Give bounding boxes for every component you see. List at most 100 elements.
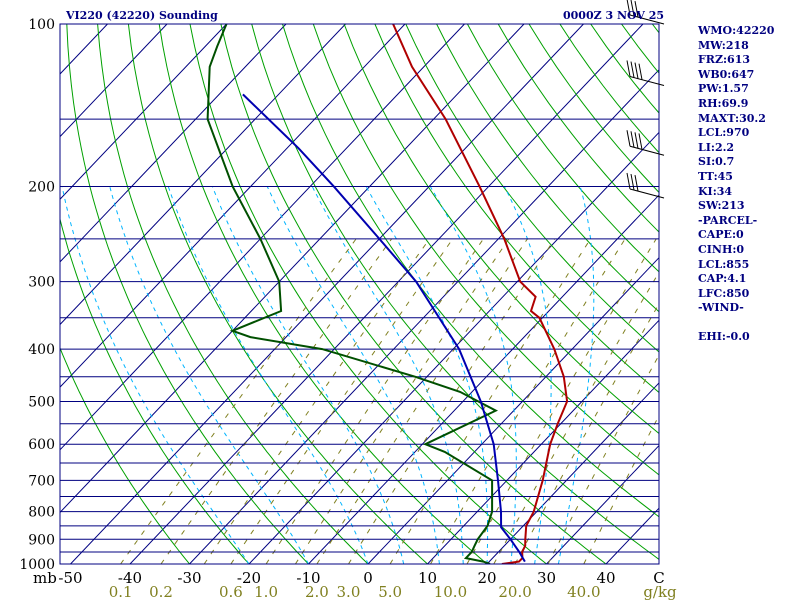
pressure-tick-label: 800 bbox=[28, 505, 55, 521]
wind-barb-flag bbox=[626, 60, 631, 77]
parcel-trace bbox=[242, 93, 526, 563]
pressure-tick-label: 700 bbox=[28, 473, 55, 489]
wind-barb-flag bbox=[630, 173, 635, 191]
mixing-ratio-line bbox=[583, 414, 659, 564]
wind-barb-flag bbox=[638, 63, 643, 80]
station-title: VI220 (42220) Sounding bbox=[66, 9, 218, 22]
pressure-tick-label: 400 bbox=[28, 342, 55, 358]
isotherm bbox=[308, 194, 659, 564]
moist-adiabat bbox=[61, 186, 250, 564]
index-si: SI:0.7 bbox=[698, 155, 735, 169]
mixing-ratio-line bbox=[294, 238, 510, 564]
index-cinh: CINH:0 bbox=[698, 242, 745, 256]
index-rh: RH:69.9 bbox=[698, 96, 749, 110]
index-ehi: EHI:-0.0 bbox=[698, 330, 750, 344]
moist-adiabat bbox=[167, 186, 369, 564]
index-frz: FRZ:613 bbox=[698, 53, 751, 67]
index-wmo: WMO:42220 bbox=[698, 24, 775, 37]
temperature-tick-label: 0 bbox=[363, 569, 373, 587]
mixing-ratio-line bbox=[389, 238, 591, 564]
mixing-ratio-tick-label: 40.0 bbox=[567, 583, 600, 600]
pressure-tick-label: 100 bbox=[28, 17, 55, 33]
diagram-area bbox=[60, 24, 659, 564]
wind-barb-flag bbox=[634, 175, 639, 192]
isotherm bbox=[129, 24, 644, 564]
isotherm bbox=[60, 24, 346, 326]
wind-barb-staff bbox=[629, 145, 665, 156]
temperature-tick-label: -40 bbox=[118, 569, 142, 587]
pressure-tick-label: 600 bbox=[28, 437, 55, 453]
wind-barb bbox=[626, 130, 665, 156]
isotherm bbox=[60, 24, 465, 451]
temperature-tick-label: 20 bbox=[477, 569, 496, 587]
index-lcl: LCL:855 bbox=[698, 257, 750, 271]
mixing-ratio-tick-label: 3.0 bbox=[337, 583, 361, 600]
wind-barb-flag bbox=[626, 172, 631, 190]
temperature-tick-label: 10 bbox=[418, 569, 437, 587]
pressure-tick-label: 300 bbox=[28, 275, 55, 291]
isotherm bbox=[60, 24, 287, 263]
mixing-ratio-line bbox=[316, 238, 528, 564]
index-mw: MW:218 bbox=[698, 38, 749, 52]
index-spacer bbox=[698, 316, 774, 331]
mixing-ratio-line bbox=[160, 238, 393, 564]
temperature-tick-label: -20 bbox=[237, 569, 261, 587]
mixing-ratio-line bbox=[120, 238, 357, 564]
wind-barb-flag bbox=[634, 132, 639, 149]
observation-time: 0000Z 3 NOV 25 bbox=[563, 9, 665, 22]
wind-barb-flag bbox=[634, 1, 639, 18]
mixing-ratio-unit-label: g/kg bbox=[643, 583, 677, 600]
index-pw: PW:1.57 bbox=[698, 82, 749, 96]
isotherm bbox=[60, 24, 227, 200]
index-cap: CAP:4.1 bbox=[698, 272, 747, 286]
wind-barb bbox=[626, 0, 665, 25]
isotherm bbox=[248, 131, 659, 564]
wind-barb-flag bbox=[634, 62, 639, 79]
index-tt: TT:45 bbox=[698, 169, 733, 183]
wind-barb bbox=[626, 60, 665, 87]
isotherm bbox=[427, 319, 659, 564]
index-wind: -WIND- bbox=[698, 301, 744, 315]
wind-barb-staff bbox=[629, 14, 665, 25]
index-li: LI:2.2 bbox=[698, 140, 735, 154]
pressure-tick-label: 1000 bbox=[19, 557, 55, 573]
wind-barb-flag bbox=[638, 133, 643, 150]
dry-adiabat bbox=[251, 24, 659, 560]
index-wb0: WB0:647 bbox=[698, 67, 755, 81]
temperature-trace bbox=[392, 24, 569, 564]
mixing-ratio-tick-label: 10.0 bbox=[434, 583, 467, 600]
isotherm bbox=[546, 444, 659, 564]
diagram-frame bbox=[59, 23, 660, 565]
mixing-ratio-tick-label: 0.2 bbox=[149, 583, 173, 600]
stability-indices: WMO:42220 MW:218 FRZ:613 WB0:647 PW:1.57 RH:6… bbox=[698, 24, 774, 345]
pressure-tick-label: 200 bbox=[28, 180, 55, 196]
mixing-ratio-tick-label: 0.1 bbox=[109, 583, 133, 600]
wind-barb-flag bbox=[630, 131, 635, 148]
temperature-tick-label: 30 bbox=[537, 569, 556, 587]
moist-adiabat bbox=[429, 186, 517, 564]
index-parcel: -PARCEL- bbox=[698, 213, 758, 227]
index-cape: CAPE:0 bbox=[698, 228, 744, 242]
pressure-unit-label: mb bbox=[33, 569, 57, 587]
temperature-tick-label: 40 bbox=[596, 569, 615, 587]
wind-barb-staff bbox=[629, 76, 665, 87]
index-maxt: MAXT:30.2 bbox=[698, 111, 766, 125]
temperature-tick-label: -10 bbox=[296, 569, 320, 587]
mixing-ratio-tick-label: 1.0 bbox=[254, 583, 278, 600]
mixing-ratio-line bbox=[547, 354, 659, 564]
isotherm bbox=[60, 24, 168, 138]
dry-adiabat bbox=[66, 24, 309, 564]
isotherm bbox=[70, 24, 584, 564]
isotherm bbox=[486, 382, 659, 564]
wind-barb-flag bbox=[626, 0, 631, 16]
isotherm bbox=[60, 24, 406, 388]
mixing-ratio-line bbox=[466, 238, 657, 564]
moist-adiabat bbox=[109, 186, 309, 564]
wind-barb-flag bbox=[630, 61, 635, 78]
wind-barb bbox=[626, 172, 665, 199]
wind-barb-staff bbox=[629, 188, 665, 199]
dewpoint-trace bbox=[206, 24, 499, 564]
mixing-ratio-line bbox=[265, 238, 484, 564]
mixing-ratio-tick-label: 2.0 bbox=[305, 583, 329, 600]
